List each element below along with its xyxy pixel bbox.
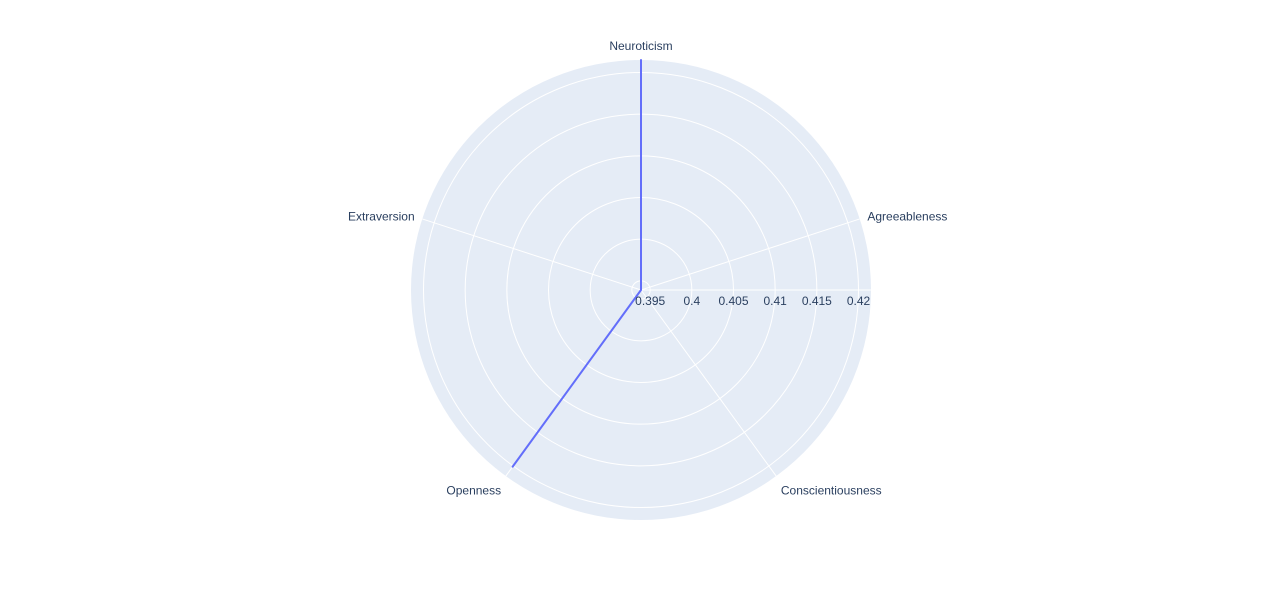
- radial-tick-label: 0.41: [763, 294, 787, 308]
- angular-label-conscientiousness: Conscientiousness: [781, 484, 882, 498]
- angular-gridline: [640, 218, 860, 291]
- angular-label-openness: Openness: [446, 484, 501, 498]
- angular-gridline: [422, 218, 642, 291]
- angular-gridline: [640, 289, 777, 477]
- radial-tick-label: 0.395: [635, 294, 665, 308]
- angular-label-extraversion: Extraversion: [348, 209, 415, 223]
- angular-label-agreeableness: Agreeableness: [867, 209, 947, 223]
- radial-tick-label: 0.4: [683, 294, 700, 308]
- series-layer: [511, 59, 642, 468]
- label-layer: 0.395 0.4 0.405 0.41 0.415 0.42 Agreeableness C…: [348, 39, 947, 498]
- radial-tick-label: 0.415: [802, 294, 832, 308]
- angular-label-neuroticism: Neuroticism: [609, 39, 672, 53]
- radial-tick-label: 0.405: [718, 294, 748, 308]
- radial-tick-label: 0.42: [847, 294, 871, 308]
